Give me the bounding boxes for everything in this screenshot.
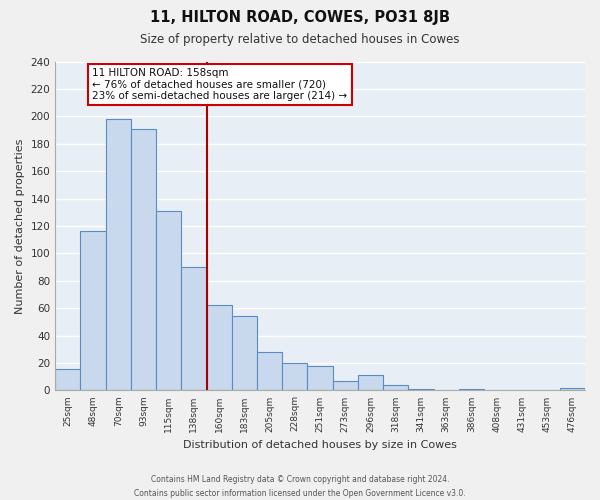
Bar — [282, 363, 307, 390]
Bar — [459, 389, 484, 390]
Bar — [257, 352, 282, 391]
Bar — [206, 306, 232, 390]
Bar — [232, 316, 257, 390]
Bar — [383, 385, 409, 390]
Bar — [131, 128, 156, 390]
Text: Size of property relative to detached houses in Cowes: Size of property relative to detached ho… — [140, 32, 460, 46]
Text: 11 HILTON ROAD: 158sqm
← 76% of detached houses are smaller (720)
23% of semi-de: 11 HILTON ROAD: 158sqm ← 76% of detached… — [92, 68, 347, 102]
Bar — [307, 366, 332, 390]
Bar — [332, 381, 358, 390]
Bar — [156, 211, 181, 390]
Bar — [358, 376, 383, 390]
Bar — [560, 388, 585, 390]
Bar — [55, 368, 80, 390]
Text: Contains HM Land Registry data © Crown copyright and database right 2024.
Contai: Contains HM Land Registry data © Crown c… — [134, 476, 466, 498]
Bar — [80, 232, 106, 390]
Text: 11, HILTON ROAD, COWES, PO31 8JB: 11, HILTON ROAD, COWES, PO31 8JB — [150, 10, 450, 25]
Bar — [409, 389, 434, 390]
Bar — [106, 119, 131, 390]
Bar — [181, 267, 206, 390]
Y-axis label: Number of detached properties: Number of detached properties — [15, 138, 25, 314]
X-axis label: Distribution of detached houses by size in Cowes: Distribution of detached houses by size … — [183, 440, 457, 450]
